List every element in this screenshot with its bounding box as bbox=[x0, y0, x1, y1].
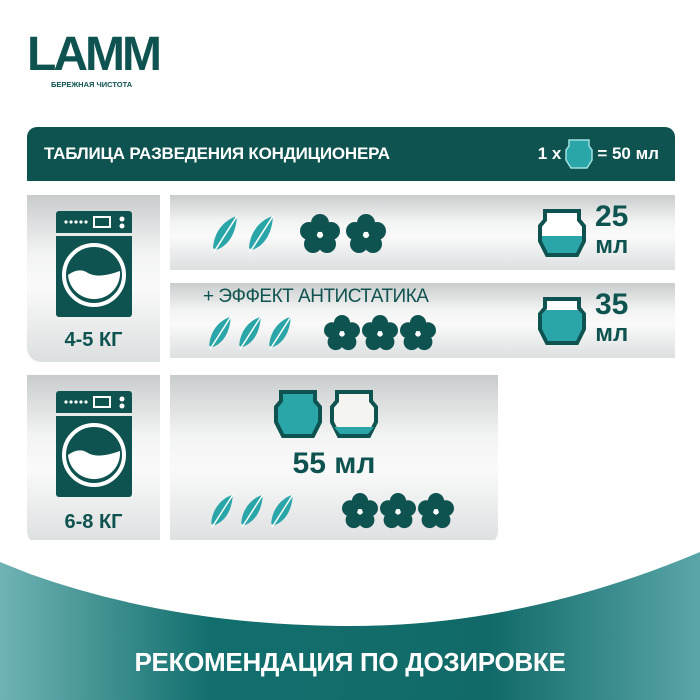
load-weight: 6-8 КГ bbox=[64, 511, 123, 533]
feather-icon bbox=[236, 315, 264, 351]
flower-icon bbox=[362, 315, 398, 351]
amount-unit: мл bbox=[595, 319, 629, 347]
flower-icon bbox=[400, 315, 436, 351]
logo-tagline: БЕРЕЖНАЯ ЧИСТОТА bbox=[51, 80, 133, 89]
logo-wordmark: LAMM bbox=[27, 28, 162, 81]
flower-icon bbox=[380, 493, 416, 529]
flower-icon bbox=[418, 493, 454, 529]
feather-icon bbox=[210, 214, 240, 254]
dosage-option-large: 55 мл bbox=[170, 375, 498, 545]
cap-volume: = 50 мл bbox=[597, 144, 659, 163]
dosage-option-normal: 25 мл bbox=[170, 195, 675, 270]
cap-mostly-full-icon bbox=[538, 297, 586, 345]
dosage-amount: 25 мл bbox=[595, 201, 628, 258]
dosage-amount: 55 мл bbox=[292, 447, 376, 480]
feather-icon bbox=[246, 214, 276, 254]
feather-icon bbox=[266, 315, 294, 351]
flower-icon bbox=[342, 493, 378, 529]
flower-icon bbox=[324, 315, 360, 351]
cap-half-full-icon bbox=[538, 209, 586, 257]
antistatic-label: + ЭФФЕКТ АНТИСТАТИКА bbox=[203, 286, 429, 307]
dosage-amount: 35 мл bbox=[595, 289, 628, 346]
cap-full-icon bbox=[274, 390, 322, 438]
load-weight: 4-5 КГ bbox=[64, 329, 123, 351]
flower-icon bbox=[300, 214, 340, 254]
table-title: ТАБЛИЦА РАЗВЕДЕНИЯ КОНДИЦИОНЕРА bbox=[44, 144, 390, 163]
load-card-6-8kg: 6-8 КГ bbox=[27, 375, 160, 545]
cap-multiplier: 1 x bbox=[537, 144, 562, 163]
footer-banner: РЕКОМЕНДАЦИЯ ПО ДОЗИРОВКЕ bbox=[0, 540, 700, 700]
cap-partial-icon bbox=[330, 390, 378, 438]
flower-icon bbox=[346, 214, 386, 254]
brand-logo: LAMM БЕРЕЖНАЯ ЧИСТОТА bbox=[27, 31, 162, 91]
measuring-cap-icon bbox=[565, 139, 594, 169]
load-card-4-5kg: 4-5 КГ bbox=[27, 195, 160, 362]
table-header: ТАБЛИЦА РАЗВЕДЕНИЯ КОНДИЦИОНЕРА 1 x = 50… bbox=[27, 127, 675, 181]
amount-value: 25 bbox=[595, 200, 629, 233]
footer-wave bbox=[0, 540, 700, 700]
feather-icon bbox=[238, 493, 266, 529]
amount-unit: мл bbox=[595, 231, 629, 259]
washing-machine-icon bbox=[54, 389, 134, 499]
feather-icon bbox=[206, 315, 234, 351]
feather-icon bbox=[208, 493, 236, 529]
dosage-option-antistatic: + ЭФФЕКТ АНТИСТАТИКА 35 мл bbox=[170, 283, 675, 358]
amount-value: 35 bbox=[595, 288, 629, 321]
washing-machine-icon bbox=[54, 209, 134, 319]
footer-title: РЕКОМЕНДАЦИЯ ПО ДОЗИРОВКЕ bbox=[134, 647, 566, 677]
feather-icon bbox=[268, 493, 296, 529]
cap-equivalence: 1 x = 50 мл bbox=[538, 138, 659, 170]
